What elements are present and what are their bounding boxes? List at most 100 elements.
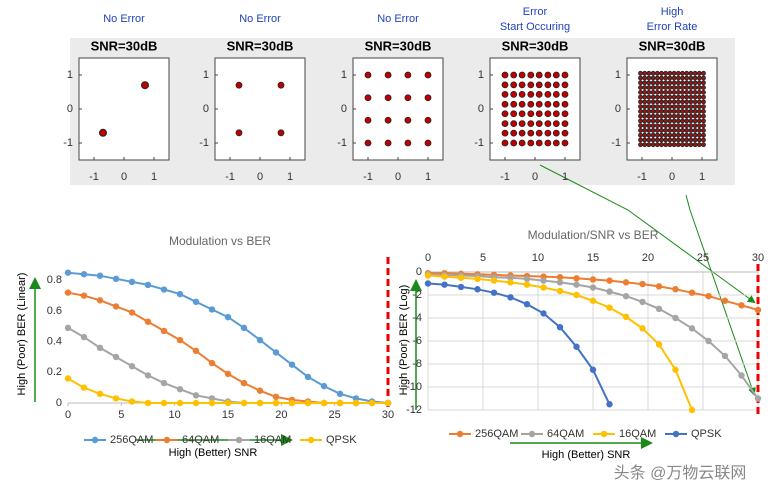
point xyxy=(659,142,664,148)
legend-label: QPSK xyxy=(326,434,357,446)
x-tick-label: 20 xyxy=(642,252,654,264)
point xyxy=(638,89,643,95)
point xyxy=(659,132,664,138)
point xyxy=(527,139,535,147)
point xyxy=(663,99,669,105)
plot-title: SNR=30dB xyxy=(502,38,569,53)
point xyxy=(692,137,698,143)
x-tick-label: 1 xyxy=(699,171,705,183)
point xyxy=(684,142,690,148)
point xyxy=(655,283,663,290)
point xyxy=(696,137,702,143)
point xyxy=(675,75,681,81)
point xyxy=(675,113,681,119)
legend-label: 16QAM xyxy=(619,428,656,440)
point xyxy=(701,113,706,119)
point xyxy=(128,363,136,370)
point xyxy=(638,137,643,143)
point xyxy=(667,80,673,86)
point xyxy=(650,70,656,76)
point xyxy=(646,104,652,110)
point xyxy=(688,70,694,76)
y-tick-label: 0.4 xyxy=(47,336,62,348)
point xyxy=(659,75,664,81)
point xyxy=(654,89,660,95)
point xyxy=(606,401,613,408)
point xyxy=(667,70,673,76)
legend-label: 256QAM xyxy=(475,428,518,440)
point xyxy=(642,137,648,143)
point xyxy=(659,137,664,143)
x-tick-label: 0 xyxy=(395,171,401,183)
point xyxy=(490,277,498,284)
point xyxy=(638,108,643,114)
point xyxy=(544,129,552,137)
series-line xyxy=(427,282,611,405)
point xyxy=(638,75,643,81)
point xyxy=(696,89,702,95)
y-tick-label: -1 xyxy=(63,137,73,149)
point xyxy=(552,81,560,89)
y-tick-label: -8 xyxy=(412,358,422,370)
point xyxy=(192,298,200,305)
point xyxy=(663,137,669,143)
point xyxy=(501,110,509,118)
point xyxy=(650,132,656,138)
point xyxy=(518,139,526,147)
point xyxy=(684,108,690,114)
point xyxy=(654,75,660,81)
point xyxy=(535,110,543,118)
point xyxy=(684,94,690,100)
point xyxy=(638,99,643,105)
point xyxy=(364,94,372,102)
x-tick-label: 25 xyxy=(697,252,709,264)
point xyxy=(738,302,745,309)
plot-title: SNR=30dB xyxy=(365,38,432,53)
point xyxy=(544,71,552,79)
point xyxy=(659,104,664,110)
point xyxy=(272,349,280,356)
point xyxy=(544,120,552,128)
point xyxy=(650,128,656,133)
point xyxy=(639,280,646,288)
point xyxy=(659,118,664,124)
point xyxy=(256,399,264,407)
point xyxy=(404,116,412,124)
point xyxy=(692,70,698,76)
point xyxy=(622,279,630,286)
point xyxy=(663,118,669,124)
point xyxy=(684,85,690,90)
point xyxy=(535,100,543,108)
point xyxy=(642,75,648,81)
point xyxy=(112,353,120,361)
x-tick-label: 0 xyxy=(532,171,538,183)
point xyxy=(622,313,630,321)
point xyxy=(638,104,643,110)
point xyxy=(701,128,706,133)
point xyxy=(705,337,712,345)
x-tick-label: 0 xyxy=(121,171,127,183)
point xyxy=(336,390,344,397)
point xyxy=(556,273,564,281)
point xyxy=(650,108,656,114)
x-axis-label: High (Better) SNR xyxy=(169,447,258,459)
point xyxy=(672,286,679,293)
point xyxy=(474,286,481,293)
point xyxy=(589,297,597,304)
point xyxy=(659,108,664,114)
point xyxy=(208,399,216,407)
point xyxy=(680,75,685,81)
point xyxy=(523,275,531,283)
point xyxy=(224,370,232,378)
point xyxy=(680,132,685,138)
point xyxy=(638,123,643,129)
point xyxy=(701,132,706,138)
point xyxy=(639,325,646,332)
y-tick-label: -1 xyxy=(474,137,484,149)
point xyxy=(705,292,712,300)
point xyxy=(754,395,762,402)
point xyxy=(688,123,694,129)
point xyxy=(556,287,564,295)
point xyxy=(675,99,681,105)
point xyxy=(523,281,531,288)
